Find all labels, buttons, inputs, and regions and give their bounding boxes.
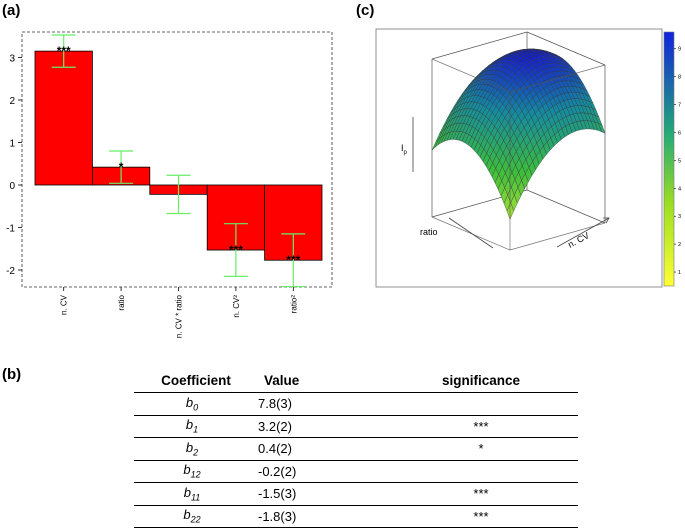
z-axis-subscript: p [404,150,408,156]
significance-marker: *** [286,253,300,267]
colorbar-tick-label: 2 [678,242,681,248]
significance-cell: * [384,437,578,460]
header-coefficient: Coefficient [161,372,231,388]
colorbar [663,31,675,287]
z-axis-label: Ip [401,143,408,156]
table-row: b0 7.8(3) [134,392,578,415]
x-tick-label: n. CV² [232,295,241,318]
coefficient-subscript: 12 [190,470,201,481]
surface-cell [506,202,514,220]
coefficient-cell: b11 [134,482,258,505]
x-axis-arrowhead [603,217,610,224]
x-tick-label: ratio [117,294,126,310]
panel-label-a: (a) [2,2,21,19]
table-row: b11 -1.5(3) *** [134,482,578,505]
significance-cell: *** [384,414,578,438]
colorbar-tick-label: 9 [678,47,681,53]
box-edge [431,31,528,60]
colorbar-tick-label: 8 [678,75,681,81]
y-axis-label: ratio [420,227,438,237]
coefficient-subscript: 22 [190,515,201,526]
coefficient-cell: b22 [134,504,258,528]
box-edge [509,222,606,251]
box-edge [526,189,606,224]
significance-cell [384,459,578,483]
coefficient-cell: b12 [134,459,258,483]
header-value: Value [264,372,300,388]
coefficient-subscript: 2 [193,447,199,458]
coefficient-table: Coefficient Value significance b0 7.8(3) b… [134,368,578,528]
box-edge [509,64,606,93]
coefficient-symbol: b [183,484,191,500]
bar [34,50,93,186]
coefficient-cell: b1 [134,414,258,438]
x-axis-arrow [556,217,610,248]
colorbar-tick-label: 7 [678,103,681,109]
coefficient-bar-chart: -2 -1 0 1 2 3 *** n. CV * ratio n. CV * ratio *** n.… [6,31,333,338]
coefficient-symbol: b [185,417,194,433]
table-row: b1 3.2(2) *** [134,414,578,438]
coefficient-symbol: b [183,462,191,478]
y-tick-label: 0 [9,181,15,192]
table-row: b12 -0.2(2) [134,459,578,483]
coefficient-subscript: 1 [193,425,199,436]
y-tick-label: -2 [6,266,15,277]
coefficient-cell: b2 [134,437,258,460]
panel-label-b: (b) [2,366,22,383]
value-cell: -1.5(3) [258,482,384,505]
coefficient-subscript: 11 [190,492,201,503]
colorbar-tick-label: 1 [678,270,681,276]
colorbar-tick-label: 6 [678,130,681,136]
y-tick-label: 2 [9,96,15,107]
header-significance: significance [441,372,521,388]
y-tick-label: -1 [6,224,15,235]
table-header-row: Coefficient Value significance [134,368,578,393]
significance-cell [384,392,578,415]
x-tick-label: n. CV [60,294,69,315]
panel-label-c: (c) [356,2,375,19]
coefficient-symbol: b [183,507,191,523]
significance-marker: * [119,160,124,174]
value-cell: -1.8(3) [258,504,384,528]
colorbar-tick-label: 5 [678,158,681,164]
y-tick-label: 3 [9,54,15,65]
table-row: b2 0.4(2) * [134,437,578,460]
significance-marker: *** [229,243,243,257]
table-row: b22 -1.8(3) *** [134,504,578,528]
box-edge [431,216,511,251]
box-edge [526,31,606,66]
value-cell: 7.8(3) [258,392,384,415]
value-cell: 3.2(2) [258,414,384,438]
coefficient-subscript: 0 [193,402,199,413]
value-cell: -0.2(2) [258,459,384,483]
x-tick-label: n. CV * ratio [175,294,184,338]
x-tick-label: ratio² [289,295,298,314]
coefficient-symbol: b [185,439,194,455]
colorbar-tick-label: 4 [678,186,681,192]
coefficient-cell: b0 [134,392,258,415]
box-edge [431,58,511,93]
significance-marker: *** [57,44,71,58]
y-tick-label: 1 [9,139,15,150]
significance-cell: *** [384,504,578,528]
colorbar-tick-label: 3 [678,214,681,220]
coefficient-symbol: b [185,394,194,410]
y-axis-arrow [448,217,494,249]
significance-cell: *** [384,482,578,505]
plot-frame [21,31,333,288]
value-cell: 0.4(2) [258,437,384,460]
